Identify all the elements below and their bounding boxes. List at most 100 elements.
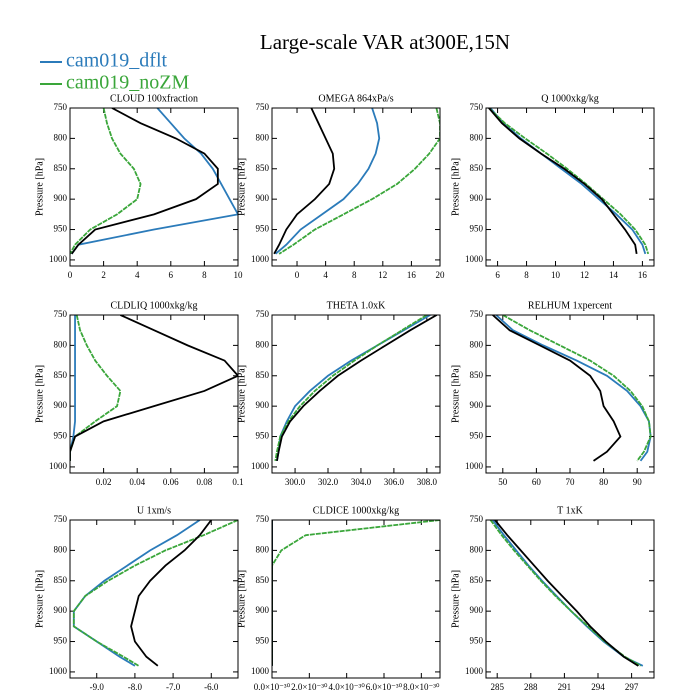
x-tick-label: 2 — [101, 270, 106, 280]
x-tick-label: 6 — [495, 270, 500, 280]
plot-frame — [69, 314, 239, 474]
y-tick-label: 750 — [470, 309, 484, 319]
y-axis-label: Pressure [hPa] — [34, 365, 45, 423]
panel-title: U 1xm/s — [137, 505, 171, 516]
y-tick-label: 900 — [54, 605, 68, 615]
y-tick-label: 950 — [470, 431, 484, 441]
x-tick-label: 306.0 — [384, 477, 405, 487]
x-tick-label: 60 — [532, 477, 542, 487]
profile-line — [274, 315, 428, 462]
y-tick-label: 1000 — [49, 461, 68, 471]
x-tick-label: 16 — [407, 270, 417, 280]
panel-title: Q 1000xkg/kg — [541, 93, 599, 104]
y-tick-label: 750 — [54, 102, 68, 112]
x-tick-label: 70 — [566, 477, 576, 487]
profile-line — [502, 315, 652, 462]
x-tick-label: -7.0 — [166, 682, 181, 692]
x-tick-label: 0.08 — [197, 477, 213, 487]
y-tick-label: 1000 — [465, 254, 484, 264]
y-tick-label: 850 — [54, 163, 68, 173]
panel-title: T 1xK — [557, 505, 583, 516]
profile-line — [272, 520, 440, 666]
y-tick-label: 900 — [470, 400, 484, 410]
plot-frame — [69, 107, 239, 267]
x-tick-label: 12 — [580, 270, 589, 280]
y-tick-label: 750 — [54, 514, 68, 524]
x-tick-label: -8.0 — [128, 682, 143, 692]
x-tick-label: 0 — [68, 270, 73, 280]
y-tick-label: 950 — [54, 636, 68, 646]
y-tick-label: 800 — [54, 339, 68, 349]
legend-label: cam019_noZM — [66, 72, 190, 94]
x-tick-label: 0.06 — [163, 477, 179, 487]
y-tick-label: 850 — [470, 163, 484, 173]
y-tick-label: 1000 — [49, 666, 68, 676]
x-tick-label: 10 — [551, 270, 561, 280]
y-tick-label: 900 — [470, 193, 484, 203]
panel-title: OMEGA 864xPa/s — [318, 93, 393, 104]
profile-line — [276, 315, 431, 462]
y-axis-label: Pressure [hPa] — [34, 570, 45, 628]
y-tick-label: 850 — [256, 370, 270, 380]
profile-line — [491, 520, 644, 667]
plot-frame — [485, 107, 655, 267]
profile-line — [488, 108, 650, 255]
x-tick-label: 0.1 — [232, 477, 243, 487]
profile-line — [278, 108, 440, 255]
x-tick-label: 0.02 — [96, 477, 112, 487]
panel-title: RELHUM 1xpercent — [528, 300, 612, 311]
y-tick-label: 900 — [54, 193, 68, 203]
y-tick-label: 750 — [256, 102, 270, 112]
profile-line — [492, 315, 622, 462]
y-tick-label: 900 — [256, 605, 270, 615]
x-tick-label: -6.0 — [204, 682, 219, 692]
y-tick-label: 950 — [54, 431, 68, 441]
plot-frame — [271, 519, 441, 679]
y-axis-label: Pressure [hPa] — [450, 570, 461, 628]
y-tick-label: 1000 — [251, 666, 270, 676]
plot-frame — [485, 314, 655, 474]
plot-frame — [271, 314, 441, 474]
x-tick-label: 10 — [234, 270, 244, 280]
plot-frame — [485, 519, 655, 679]
y-axis-label: Pressure [hPa] — [236, 365, 247, 423]
x-tick-label: 297 — [625, 682, 639, 692]
profile-line — [489, 108, 647, 255]
x-tick-label: 0.0×10⁻³⁰ — [254, 682, 291, 692]
x-tick-label: 16 — [638, 270, 648, 280]
y-tick-label: 950 — [256, 636, 270, 646]
profile-line — [70, 108, 142, 255]
y-tick-label: 750 — [256, 309, 270, 319]
x-tick-label: 50 — [498, 477, 508, 487]
y-tick-label: 800 — [256, 544, 270, 554]
y-tick-label: 800 — [470, 132, 484, 142]
profile-line — [70, 108, 238, 255]
y-tick-label: 1000 — [251, 254, 270, 264]
x-tick-label: 90 — [633, 477, 643, 487]
x-tick-label: 300.0 — [285, 477, 306, 487]
profile-line — [276, 315, 438, 462]
y-tick-label: 850 — [470, 575, 484, 585]
y-tick-label: 900 — [470, 605, 484, 615]
x-tick-label: 8.0×10⁻³⁰ — [403, 682, 440, 692]
y-tick-label: 800 — [54, 132, 68, 142]
profile-line — [494, 520, 639, 667]
y-tick-label: 1000 — [465, 666, 484, 676]
profile-line — [495, 315, 652, 462]
x-tick-label: 8 — [202, 270, 207, 280]
y-tick-label: 900 — [54, 400, 68, 410]
y-axis-label: Pressure [hPa] — [34, 158, 45, 216]
x-tick-label: 4 — [323, 270, 328, 280]
profile-line — [274, 108, 381, 255]
y-tick-label: 850 — [256, 575, 270, 585]
panel-title: THETA 1.0xK — [327, 300, 386, 311]
x-tick-label: 6.0×10⁻³⁰ — [366, 682, 403, 692]
y-tick-label: 1000 — [49, 254, 68, 264]
profile-line — [72, 520, 238, 667]
panel-title: CLOUD 100xfraction — [110, 93, 198, 104]
x-tick-label: 0.04 — [129, 477, 145, 487]
panel-title: CLDLIQ 1000xkg/kg — [111, 300, 198, 311]
y-tick-label: 800 — [470, 544, 484, 554]
y-tick-label: 800 — [54, 544, 68, 554]
y-tick-label: 750 — [470, 102, 484, 112]
